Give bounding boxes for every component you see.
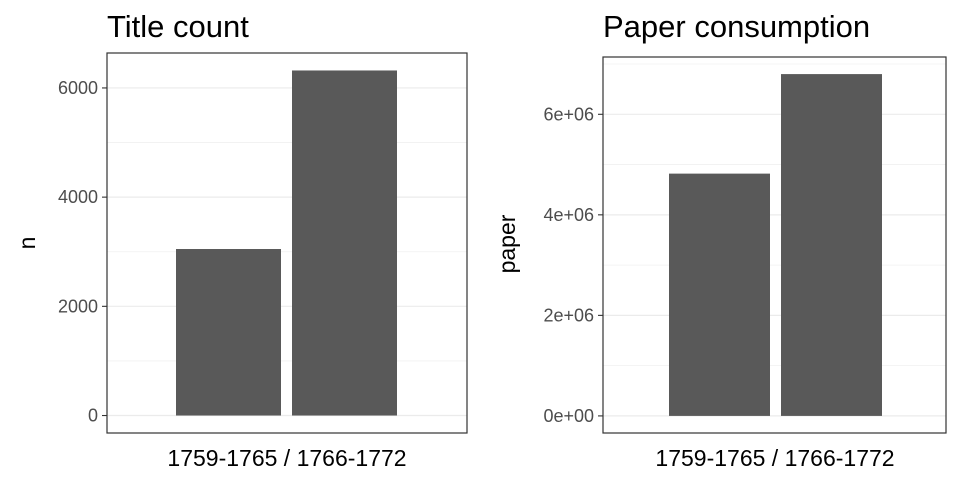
x-axis-label: 1759-1765 / 1766-1772 <box>167 445 406 471</box>
y-tick-label: 6e+06 <box>543 104 594 124</box>
y-axis-label: paper <box>494 214 520 273</box>
title-count-chart: Title count n 1759-1765 / 1766-1772 0 200… <box>14 9 468 471</box>
bar-1766-1772 <box>292 70 397 416</box>
y-tick-label: 4e+06 <box>543 205 594 225</box>
chart-title: Paper consumption <box>603 9 870 44</box>
y-tick-label: 0 <box>88 406 98 426</box>
y-axis-label: n <box>14 237 40 250</box>
bar-1759-1765 <box>176 249 281 416</box>
y-tick-label: 2e+06 <box>543 305 594 325</box>
bar-1759-1765 <box>669 173 770 416</box>
paper-consumption-chart: Paper consumption paper 1759-1765 / 1766… <box>494 9 947 471</box>
panel-border <box>602 56 947 434</box>
chart-title: Title count <box>107 9 249 44</box>
y-tick-label: 2000 <box>58 296 98 316</box>
bar-1766-1772 <box>781 74 882 416</box>
y-tick-label: 6000 <box>58 78 98 98</box>
x-axis-label: 1759-1765 / 1766-1772 <box>655 445 894 471</box>
panel-border <box>106 52 468 434</box>
y-tick-label: 0e+00 <box>543 406 594 426</box>
y-tick-label: 4000 <box>58 187 98 207</box>
